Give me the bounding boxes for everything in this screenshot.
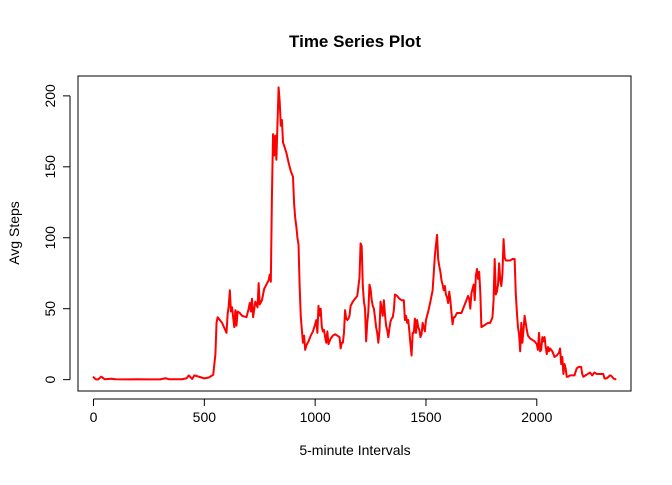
y-axis-label: Avg Steps [6, 201, 22, 265]
y-tick-label: 50 [42, 301, 58, 317]
x-tick-label: 2000 [521, 409, 552, 425]
x-tick-label: 0 [90, 409, 98, 425]
y-tick-label: 150 [42, 155, 58, 179]
y-axis: 0 50 100 150 200 [42, 84, 71, 384]
x-tick-label: 500 [193, 409, 217, 425]
series-layer [92, 86, 617, 381]
y-tick-label: 100 [42, 226, 58, 250]
series-line-0 [92, 86, 617, 381]
x-axis-label: 5-minute Intervals [299, 442, 410, 458]
plot-frame [77, 75, 632, 392]
x-axis: 0 500 1000 1500 2000 [90, 398, 553, 425]
x-tick-label: 1500 [410, 409, 441, 425]
y-tick-label: 0 [42, 376, 58, 384]
x-tick-label: 1000 [300, 409, 331, 425]
y-tick-label: 200 [42, 84, 58, 108]
chart-title: Time Series Plot [289, 32, 421, 51]
